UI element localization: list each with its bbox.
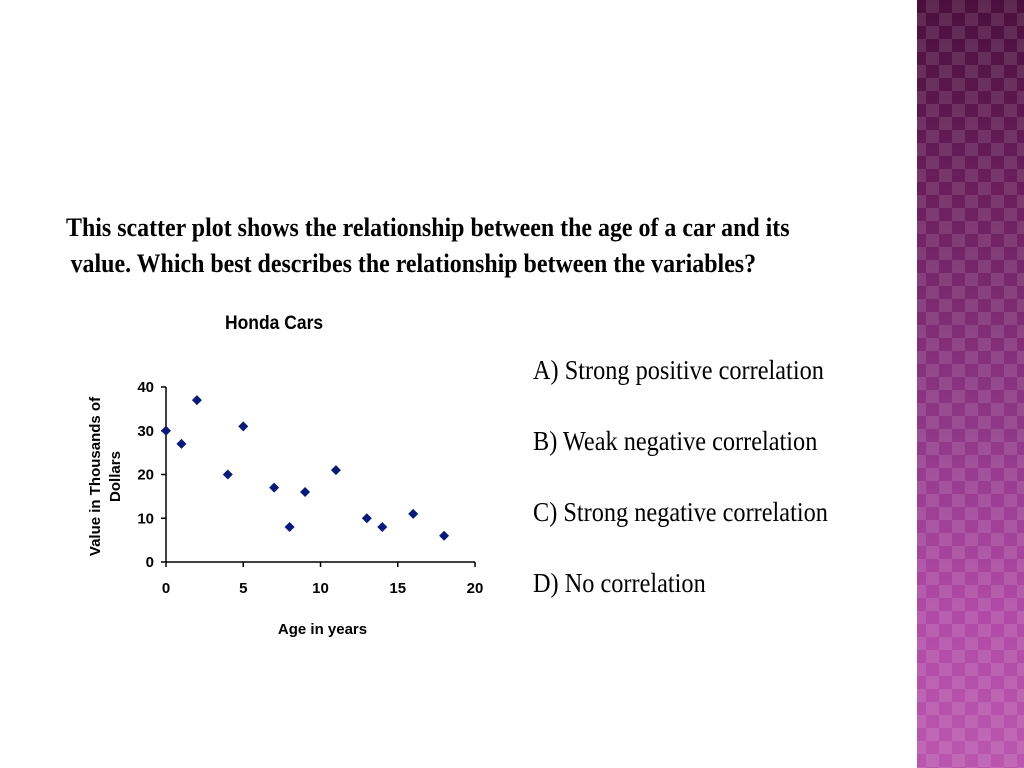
y-tick-label: 10 [137,510,154,527]
y-tick-label: 0 [146,554,154,571]
y-tick-label: 40 [137,379,154,396]
x-tick-label: 0 [162,580,170,597]
data-point [238,421,249,432]
data-point [377,522,388,532]
chart-axes [161,386,476,567]
option-d[interactable]: D) No correlation [533,568,706,598]
chart-points [161,395,450,541]
chart-title: Honda Cars [225,313,324,334]
chart-labels: 0 10 20 30 40 0 5 10 15 20 Age in years Value in Th… [87,379,483,638]
data-point [161,425,171,436]
data-point [191,395,202,406]
x-tick-label: 15 [389,580,406,597]
data-point [330,465,341,476]
data-point [361,513,372,524]
option-b[interactable]: B) Weak negative correlation [533,426,818,456]
y-tick-label: 30 [137,423,154,440]
side-band-edge [913,0,917,768]
data-point [269,482,280,493]
x-tick-label: 10 [312,580,329,597]
data-point [222,469,233,480]
decorative-side-band [913,0,1024,768]
scatter-chart: 0 10 20 30 40 0 5 10 15 20 Age in years Value in Th… [87,379,483,638]
data-point [408,508,419,519]
y-axis-title-line: Dollars [107,451,124,502]
answer-options: A) Strong positive correlation B) Weak n… [533,352,861,636]
data-point [176,438,187,449]
question-text: This scatter plot shows the relationship… [66,210,820,282]
x-tick-label: 20 [467,580,484,597]
x-tick-label: 5 [239,580,247,597]
y-tick-label: 20 [137,467,154,484]
question-line-2: value. Which best describes the relation… [70,249,757,278]
data-point [284,522,295,532]
side-band-pattern [913,0,1024,768]
question-line-1: This scatter plot shows the relationship… [66,213,790,242]
data-point [439,530,450,541]
option-a[interactable]: A) Strong positive correlation [533,355,824,385]
option-c[interactable]: C) Strong negative correlation [533,497,828,527]
data-point [300,487,311,497]
x-axis-title: Age in years [278,621,367,638]
y-axis-title-line: Value in Thousands of [87,396,104,556]
